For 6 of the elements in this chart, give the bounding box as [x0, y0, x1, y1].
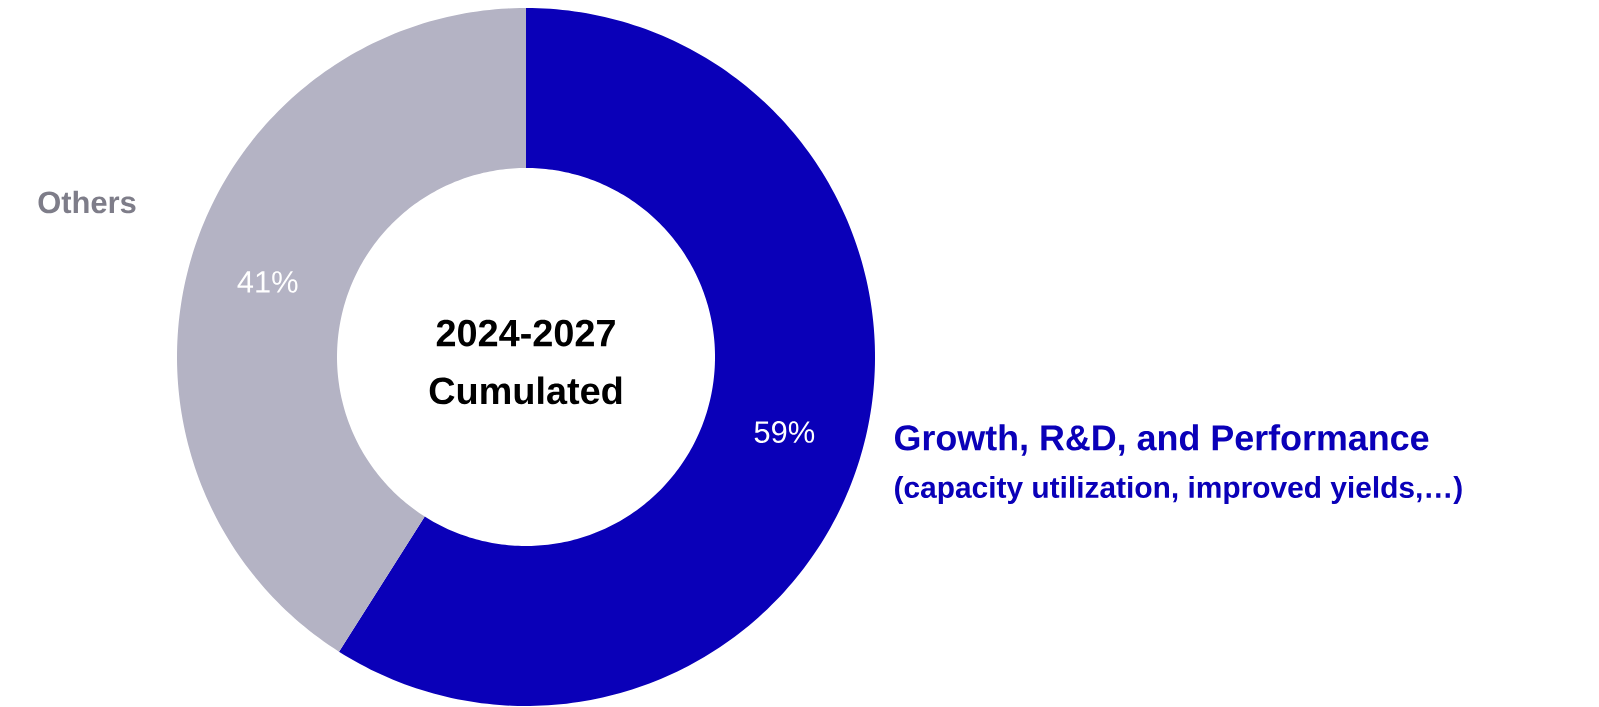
slice-label: Others: [38, 190, 136, 214]
text: (capacity utilization, improved yields,…): [895, 476, 1462, 504]
data-label: 59%: [754, 421, 815, 443]
text: 2024-2027 Cumulated: [429, 319, 622, 405]
data-label: 41%: [237, 271, 298, 293]
slice-label: Growth, R&D, and Performance: [895, 424, 1429, 456]
